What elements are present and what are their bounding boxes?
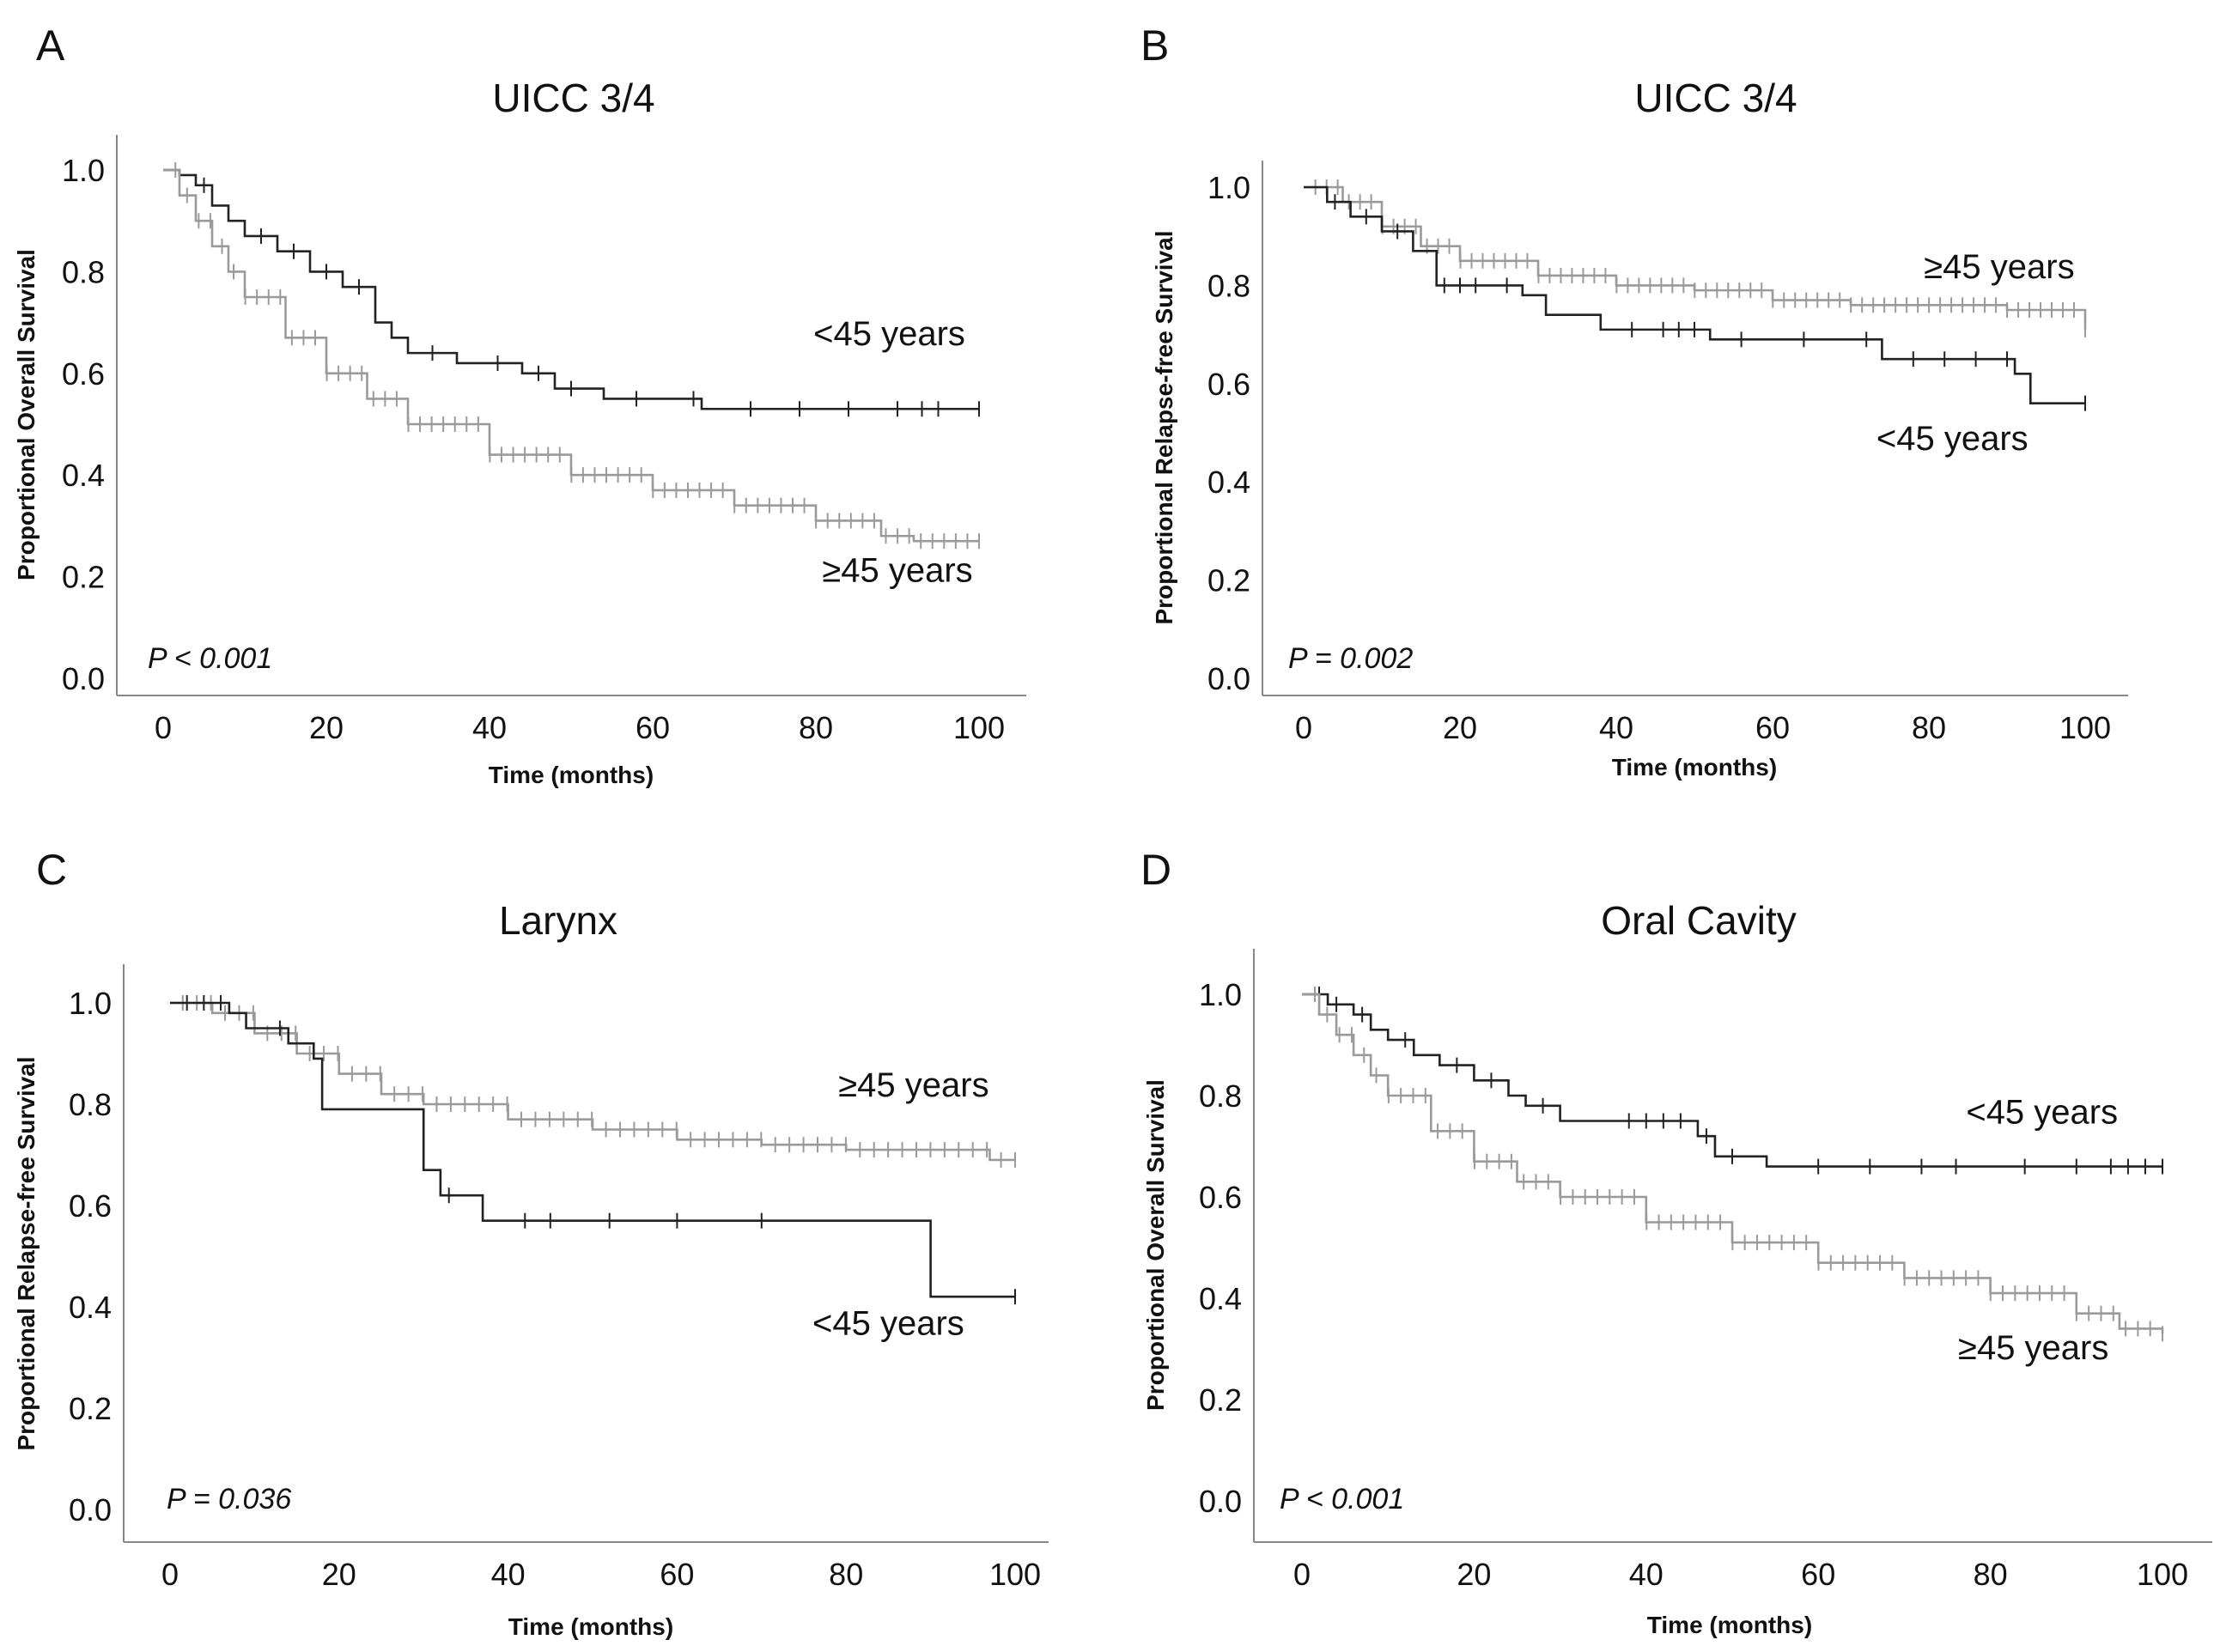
series-0: ≥45 years [170,995,1016,1168]
x-tick-label: 80 [799,710,833,745]
series-label: <45 years [1966,1093,2118,1131]
y-tick-label: 0.2 [1199,1382,1242,1418]
x-axis-label: Time (months) [508,1613,673,1640]
series-label: <45 years [1876,420,2028,458]
x-tick-label: 40 [491,1557,526,1592]
series-1: <45 years [170,995,1016,1342]
x-tick-label: 40 [1629,1557,1664,1592]
y-tick-label: 0.8 [1199,1078,1242,1114]
y-tick-label: 0.8 [62,254,105,289]
series-label: ≥45 years [1958,1329,2108,1367]
x-tick-label: 60 [660,1557,694,1592]
y-tick-label: 0.0 [1199,1484,1242,1519]
panel-label: A [36,21,65,70]
p-value: P < 0.001 [148,642,272,675]
x-tick-label: 40 [1599,710,1633,745]
series-label: ≥45 years [1924,248,2074,286]
y-tick-label: 0.0 [62,661,105,696]
x-tick-label: 100 [2137,1557,2188,1592]
x-tick-label: 100 [989,1557,1041,1592]
series-label: <45 years [813,315,965,353]
x-tick-label: 100 [2059,710,2111,745]
survival-step-line [1304,185,2085,404]
x-tick-label: 100 [953,710,1005,745]
y-tick-label: 0.6 [69,1188,112,1224]
y-tick-label: 0.6 [62,356,105,392]
y-axis-label: Proportional Overall Survival [13,249,40,580]
panel-label: C [36,846,67,894]
x-tick-label: 40 [472,710,507,745]
y-tick-label: 0.4 [1207,465,1250,500]
y-tick-label: 0.6 [1199,1180,1242,1215]
x-tick-label: 20 [1443,710,1477,745]
x-tick-label: 20 [309,710,344,745]
series-1: <45 years [1304,185,2086,458]
series-1: ≥45 years [1302,987,2164,1367]
x-tick-label: 60 [1801,1557,1835,1592]
y-tick-label: 0.8 [1207,268,1250,303]
x-tick-label: 0 [1295,710,1312,745]
series-0: <45 years [1302,987,2163,1175]
y-tick-label: 0.2 [69,1391,112,1426]
chart-title: UICC 3/4 [492,76,654,120]
y-axis-label: Proportional Overall Survival [1142,1079,1169,1411]
x-tick-label: 20 [1457,1557,1491,1592]
y-tick-label: 0.8 [69,1087,112,1122]
x-tick-label: 60 [1755,710,1790,745]
p-value: P = 0.002 [1288,642,1413,675]
x-axis-label: Time (months) [1647,1612,1812,1638]
panel-b: B UICC 3/4 0 20 40 60 80 100 0.0 0.2 0.4 0.6 0.8 1.0 T… [1140,21,2128,780]
x-axis-label: Time (months) [489,762,654,788]
y-axis-label: Proportional Relapse-free Survival [13,1056,40,1450]
panel-c: C Larynx 0 20 40 60 80 100 0.0 0.2 0.4 0.6 0.8 1.0 Tim… [13,846,1049,1640]
chart-title: UICC 3/4 [1634,76,1797,120]
y-tick-label: 0.0 [69,1492,112,1527]
x-tick-label: 20 [322,1557,356,1592]
x-axis-label: Time (months) [1612,754,1777,780]
chart-title: Oral Cavity [1601,898,1796,943]
series-0: <45 years [163,168,980,417]
y-axis-label: Proportional Relapse-free Survival [1151,230,1177,624]
y-tick-label: 1.0 [69,986,112,1021]
y-tick-label: 0.4 [62,458,105,493]
y-tick-label: 1.0 [62,153,105,188]
panel-d: D Oral Cavity 0 20 40 60 80 100 0.0 0.2 0.4 0.6 0.8 1… [1140,846,2212,1638]
x-tick-label: 0 [161,1557,179,1592]
survival-step-line [1302,993,2162,1168]
y-tick-label: 0.6 [1207,367,1250,402]
x-tick-label: 80 [829,1557,863,1592]
p-value: P = 0.036 [167,1483,291,1515]
y-tick-label: 1.0 [1207,170,1250,205]
series-label: ≥45 years [822,552,972,590]
survival-step-line [170,1001,1015,1298]
p-value: P < 0.001 [1280,1483,1404,1515]
chart-title: Larynx [499,898,617,943]
y-tick-label: 0.4 [1199,1281,1242,1316]
series-label: ≥45 years [838,1066,988,1104]
panel-label: B [1140,21,1169,70]
y-tick-label: 0.2 [62,560,105,595]
x-tick-label: 0 [155,710,172,745]
y-tick-label: 0.0 [1207,661,1250,696]
y-tick-label: 1.0 [1199,977,1242,1012]
series-label: <45 years [812,1304,964,1342]
survival-step-line [1302,993,2164,1334]
series-1: ≥45 years [163,162,980,590]
x-tick-label: 60 [636,710,670,745]
panel-a: A UICC 3/4 0 20 40 60 80 100 0.0 0.2 0.4 0.6 0.8 1.0 T… [13,21,1026,788]
x-tick-label: 0 [1293,1557,1311,1592]
y-tick-label: 0.4 [69,1290,112,1325]
panel-label: D [1140,846,1171,894]
x-tick-label: 80 [1912,710,1946,745]
y-tick-label: 0.2 [1207,563,1250,598]
x-tick-label: 80 [1974,1557,2008,1592]
